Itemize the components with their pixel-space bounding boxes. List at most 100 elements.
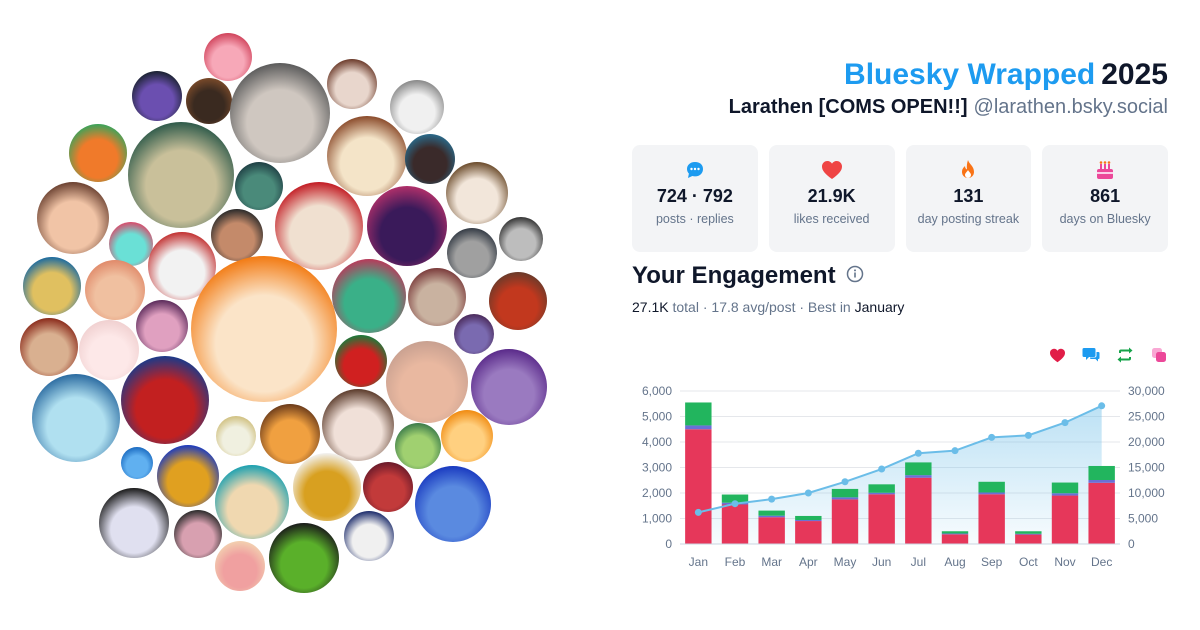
avatar-bubble-cloud xyxy=(20,33,547,593)
cumulative-point xyxy=(878,465,886,473)
avatar-bubble[interactable] xyxy=(128,122,234,228)
avatar-bubble[interactable] xyxy=(85,260,145,320)
cake-icon xyxy=(1042,159,1168,181)
stat-label: posts · replies xyxy=(655,212,734,226)
heart-icon xyxy=(769,159,895,181)
x-tick-label: Jul xyxy=(911,555,926,569)
avatar-bubble[interactable] xyxy=(390,80,444,134)
legend-replies-reply-icon[interactable] xyxy=(1082,346,1100,364)
avatar-bubble[interactable] xyxy=(132,71,182,121)
bar-reposts xyxy=(868,484,895,493)
avg-text: 17.8 avg/post xyxy=(711,299,796,315)
legend-quotes-quote-icon[interactable] xyxy=(1150,346,1168,364)
bar-reposts xyxy=(831,488,859,498)
avatar-bubble[interactable] xyxy=(327,59,377,109)
avatar-bubble[interactable] xyxy=(260,404,320,464)
avatar-bubble[interactable] xyxy=(327,116,407,196)
cumulative-point xyxy=(1024,431,1032,439)
legend-reposts-repost-icon[interactable] xyxy=(1116,346,1134,364)
avatar-bubble[interactable] xyxy=(332,259,406,333)
avatar-bubble[interactable] xyxy=(269,523,339,593)
avatar-bubble[interactable] xyxy=(293,453,361,521)
avatar-bubble[interactable] xyxy=(489,272,547,330)
avatar-bubble[interactable] xyxy=(215,465,289,539)
avatar-bubble[interactable] xyxy=(499,217,543,261)
y2-tick-label: 10,000 xyxy=(1128,486,1165,500)
y-tick-label: 6,000 xyxy=(642,384,672,398)
avatar-bubble[interactable] xyxy=(446,162,508,224)
avatar-bubble[interactable] xyxy=(215,541,265,591)
avatar-bubble[interactable] xyxy=(344,511,394,561)
avatar-bubble[interactable] xyxy=(32,374,120,462)
avatar-bubble[interactable] xyxy=(121,356,209,444)
avatar-bubble[interactable] xyxy=(157,445,219,507)
x-tick-label: Dec xyxy=(1091,555,1112,569)
avatar-bubble[interactable] xyxy=(275,182,363,270)
stat-value: 724 · 792 xyxy=(656,186,733,206)
stat-value: 131 xyxy=(953,186,984,206)
cumulative-point xyxy=(1061,419,1069,427)
avatar-bubble[interactable] xyxy=(322,389,394,461)
y-tick-label: 5,000 xyxy=(642,410,672,424)
avatar-bubble[interactable] xyxy=(335,335,387,387)
best-month: January xyxy=(854,299,905,315)
avatar-bubble[interactable] xyxy=(405,134,455,184)
avatar-bubble[interactable] xyxy=(211,209,263,261)
engagement-chart: 0 1,000 2,000 3,000 4,000 5,000 6,000 0 5,000 10,… xyxy=(642,384,1165,569)
bar-likes xyxy=(905,477,932,544)
bar-replies xyxy=(795,520,822,522)
bar-replies xyxy=(978,492,1005,495)
avatar-bubble[interactable] xyxy=(79,320,139,380)
legend-likes-heart-icon[interactable] xyxy=(1048,346,1066,364)
avatar-bubble[interactable] xyxy=(37,182,109,254)
page-title: Bluesky Wrapped 2025 xyxy=(844,58,1168,92)
avatar-bubble[interactable] xyxy=(99,488,169,558)
user-handle[interactable]: @larathen.bsky.social xyxy=(973,96,1168,118)
chat-bubble-icon xyxy=(632,159,758,181)
y2-tick-label: 5,000 xyxy=(1128,512,1158,526)
avatar-bubble[interactable] xyxy=(367,186,447,266)
bar-likes xyxy=(868,494,895,544)
bar-reposts xyxy=(721,494,749,503)
bar-reposts xyxy=(905,462,932,476)
avatar-bubble[interactable] xyxy=(23,257,81,315)
avatar-bubble[interactable] xyxy=(386,341,468,423)
x-tick-label: May xyxy=(834,555,857,569)
avatar-bubble[interactable] xyxy=(230,63,330,163)
avatar-bubble[interactable] xyxy=(174,510,222,558)
avatar-bubble[interactable] xyxy=(148,232,216,300)
bar-reposts xyxy=(795,515,822,521)
avatar-bubble[interactable] xyxy=(136,300,188,352)
bar-replies xyxy=(1088,479,1115,483)
total-label: total xyxy=(672,299,699,315)
cumulative-point xyxy=(841,478,849,486)
avatar-bubble[interactable] xyxy=(415,466,491,542)
avatar-bubble[interactable] xyxy=(204,33,252,81)
x-tick-label: Jan xyxy=(689,555,708,569)
avatar-bubble[interactable] xyxy=(20,318,78,376)
avatar-bubble[interactable] xyxy=(441,410,493,462)
info-icon[interactable] xyxy=(846,262,864,290)
avatar-bubble[interactable] xyxy=(454,314,494,354)
avatar-bubble[interactable] xyxy=(395,423,441,469)
cumulative-point xyxy=(731,500,739,508)
avatar-bubble[interactable] xyxy=(471,349,547,425)
bar-replies xyxy=(1015,533,1042,535)
avatar-bubble[interactable] xyxy=(109,222,153,266)
cumulative-point xyxy=(914,449,922,457)
avatar-bubble[interactable] xyxy=(408,268,466,326)
display-name[interactable]: Larathen [COMS OPEN!!] xyxy=(728,96,968,118)
avatar-bubble[interactable] xyxy=(69,124,127,182)
bar-likes xyxy=(721,504,749,544)
avatar-bubble[interactable] xyxy=(363,462,413,512)
avatar-bubble[interactable] xyxy=(235,162,283,210)
cumulative-point xyxy=(1098,402,1106,410)
bar-reposts xyxy=(941,531,969,534)
avatar-bubble[interactable] xyxy=(191,256,337,402)
avatar-bubble[interactable] xyxy=(447,228,497,278)
stats-row: 724 · 792 posts · replies 21.9K likes re… xyxy=(632,145,1168,252)
avatar-bubble[interactable] xyxy=(121,447,153,479)
stat-card-posts: 724 · 792 posts · replies xyxy=(632,145,758,252)
avatar-bubble[interactable] xyxy=(186,78,232,124)
avatar-bubble[interactable] xyxy=(216,416,256,456)
